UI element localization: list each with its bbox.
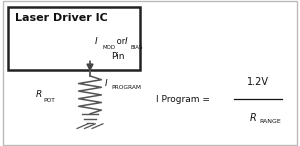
Text: MOD: MOD (102, 45, 116, 50)
Text: I: I (125, 37, 128, 46)
Text: Pin: Pin (111, 52, 124, 61)
Text: I Program =: I Program = (156, 95, 213, 104)
Text: I: I (105, 79, 108, 88)
Text: PROGRAM: PROGRAM (112, 85, 142, 90)
Text: Laser Driver IC: Laser Driver IC (15, 13, 108, 23)
Text: 1.2V: 1.2V (247, 78, 269, 87)
Text: RANGE: RANGE (260, 119, 281, 124)
Text: BIAS: BIAS (131, 45, 143, 50)
Text: or: or (114, 37, 128, 46)
Text: I: I (94, 37, 97, 46)
Text: POT: POT (44, 98, 55, 102)
Bar (8, 7, 140, 70)
Text: R: R (36, 90, 42, 99)
Text: R: R (250, 113, 256, 123)
